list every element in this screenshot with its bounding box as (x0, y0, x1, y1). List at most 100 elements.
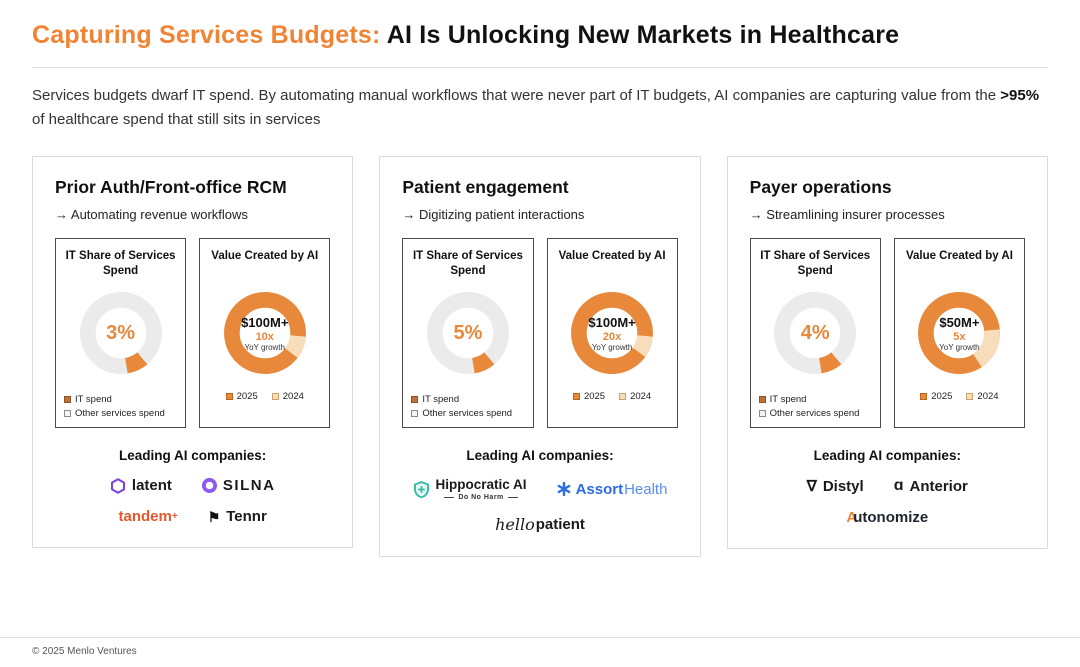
header-divider (32, 67, 1048, 69)
logo-autonomize-mark: A (846, 509, 858, 527)
donut-wrap: 5% (422, 287, 514, 379)
logo-tandem-plus: + (171, 511, 178, 523)
legend-swatch-it-spend (411, 396, 419, 404)
logo-latent-text: latent (131, 477, 172, 495)
companies-section: Leading AI companies: latent SILNA (55, 448, 330, 525)
alpha-icon: ɑ (893, 477, 904, 495)
companies-label: Leading AI companies: (119, 448, 267, 464)
legend-item: 2024 (619, 391, 651, 402)
logo-hippocratic-ai: Hippocratic AI Do No Harm (413, 477, 527, 501)
page-title-rest: AI Is Unlocking New Markets in Healthcar… (380, 21, 900, 49)
chart-title: IT Share of Services Spend (760, 250, 871, 278)
value-created-panel: Value Created by AI $50M+ 5x YoY growth … (893, 238, 1025, 429)
legend-label: 2025 (236, 391, 258, 403)
footer-copyright: © 2025 Menlo Ventures (32, 646, 137, 657)
card-subtitle: → Automating revenue workflows (55, 207, 248, 223)
logo-row: ∇ Distyl ɑ Anterior (750, 477, 1025, 495)
it-share-panel: IT Share of Services Spend 3% IT spend O… (55, 238, 187, 429)
logo-silna: SILNA (201, 477, 276, 494)
logo-hello-text: hello (495, 515, 535, 535)
logo-distyl: ∇ Distyl (807, 477, 864, 496)
flag-icon: ⚑ (207, 508, 221, 525)
legend-item: 2024 (271, 391, 304, 403)
legend-label: Other services spend (769, 408, 860, 420)
logo-tennr: ⚑ Tennr (208, 508, 267, 525)
donut-wrap: 3% (75, 287, 167, 379)
cards-row: Prior Auth/Front-office RCM → Automating… (32, 156, 1048, 558)
ring-icon (201, 478, 217, 494)
companies-section: Leading AI companies: ∇ Distyl ɑ Anterio… (750, 448, 1025, 526)
logo-hippocratic-name: Hippocratic AI (435, 477, 527, 493)
legend-swatch-it-spend (64, 396, 71, 404)
legend: IT spend Other services spend (758, 391, 872, 420)
logo-row: Hippocratic AI Do No Harm (402, 477, 677, 501)
logo-tandem: tandem + (119, 508, 178, 525)
footer: © 2025 Menlo Ventures (0, 637, 1080, 667)
intro-paragraph: Services budgets dwarf IT spend. By auto… (32, 84, 1044, 132)
donut-wrap: $100M+ 20x YoY growth (566, 287, 658, 379)
donut-chart-it-share (75, 287, 167, 379)
donut-chart-value-created (219, 287, 311, 379)
slide: Capturing Services Budgets: AI Is Unlock… (0, 0, 1080, 557)
card-title: Patient engagement (402, 177, 569, 198)
intro-bold: >95% (1000, 87, 1040, 105)
legend: 2025 2024 (556, 391, 669, 402)
logo-assort-health: Assort Health (557, 480, 668, 498)
value-created-panel: Value Created by AI $100M+ 10x YoY growt… (199, 238, 331, 429)
logo-tandem-text: tandem (118, 508, 172, 526)
legend-swatch-other-spend (758, 410, 766, 418)
intro-before: Services budgets dwarf IT spend. By auto… (32, 87, 1001, 105)
legend: 2025 2024 (208, 391, 321, 402)
donut-wrap: 4% (769, 287, 861, 379)
logo-health-text: Health (624, 480, 668, 498)
logo-hippocratic-text: Hippocratic AI Do No Harm (436, 477, 527, 501)
logo-row: latent SILNA (55, 477, 330, 494)
intro-after: of healthcare spend that still sits in s… (32, 111, 321, 129)
card-payer-operations: Payer operations → Streamlining insurer … (726, 156, 1048, 550)
legend-swatch-2024 (271, 393, 279, 401)
chart-row: IT Share of Services Spend 4% IT spend O… (749, 238, 1025, 429)
chart-title: Value Created by AI (211, 250, 319, 263)
chart-title: IT Share of Services Spend (65, 250, 176, 278)
legend-item: 2025 (920, 391, 952, 402)
legend-label: Other services spend (422, 408, 513, 420)
logo-tennr-text: Tennr (226, 508, 267, 526)
donut-wrap: $50M+ 5x YoY growth (913, 287, 1005, 379)
logo-assort-text: Assort (575, 480, 624, 498)
card-title: Prior Auth/Front-office RCM (55, 177, 287, 198)
donut-chart-value-created (913, 287, 1005, 379)
value-created-panel: Value Created by AI $100M+ 20x YoY growt… (546, 238, 678, 429)
legend-swatch-2025 (920, 393, 928, 401)
chart-title: Value Created by AI (905, 250, 1013, 263)
logo-rows: latent SILNA tandem + ⚑ Tennr (55, 477, 330, 525)
legend: 2025 2024 (903, 391, 1016, 402)
legend-item: Other services spend (411, 408, 524, 419)
legend-label: Other services spend (75, 408, 165, 420)
logo-row: hello patient (402, 515, 677, 534)
legend-item: 2025 (225, 391, 258, 403)
it-share-panel: IT Share of Services Spend 5% IT spend O… (402, 238, 534, 429)
hexagon-icon (110, 477, 125, 494)
card-patient-engagement: Patient engagement → Digitizing patient … (379, 156, 701, 558)
page-title: Capturing Services Budgets: AI Is Unlock… (32, 20, 1048, 51)
chart-row: IT Share of Services Spend 5% IT spend O… (402, 238, 678, 429)
donut-chart-value-created (566, 287, 658, 379)
legend-swatch-other-spend (411, 410, 419, 418)
legend-swatch-2024 (966, 393, 974, 401)
legend-item: IT spend (411, 394, 524, 405)
page-title-highlight: Capturing Services Budgets: (32, 21, 381, 49)
logo-latent: latent (110, 477, 172, 494)
legend-label: IT spend (422, 394, 460, 406)
asterisk-icon (557, 482, 570, 497)
legend-label: 2024 (282, 391, 304, 403)
legend-swatch-it-spend (758, 396, 766, 404)
chart-title: Value Created by AI (558, 250, 666, 263)
logo-row: tandem + ⚑ Tennr (55, 508, 330, 525)
legend: IT spend Other services spend (411, 391, 524, 419)
companies-label: Leading AI companies: (813, 448, 961, 464)
companies-section: Leading AI companies: Hippocratic AI (402, 448, 677, 534)
legend-item: IT spend (64, 394, 177, 405)
card-subtitle: → Digitizing patient interactions (402, 207, 585, 223)
